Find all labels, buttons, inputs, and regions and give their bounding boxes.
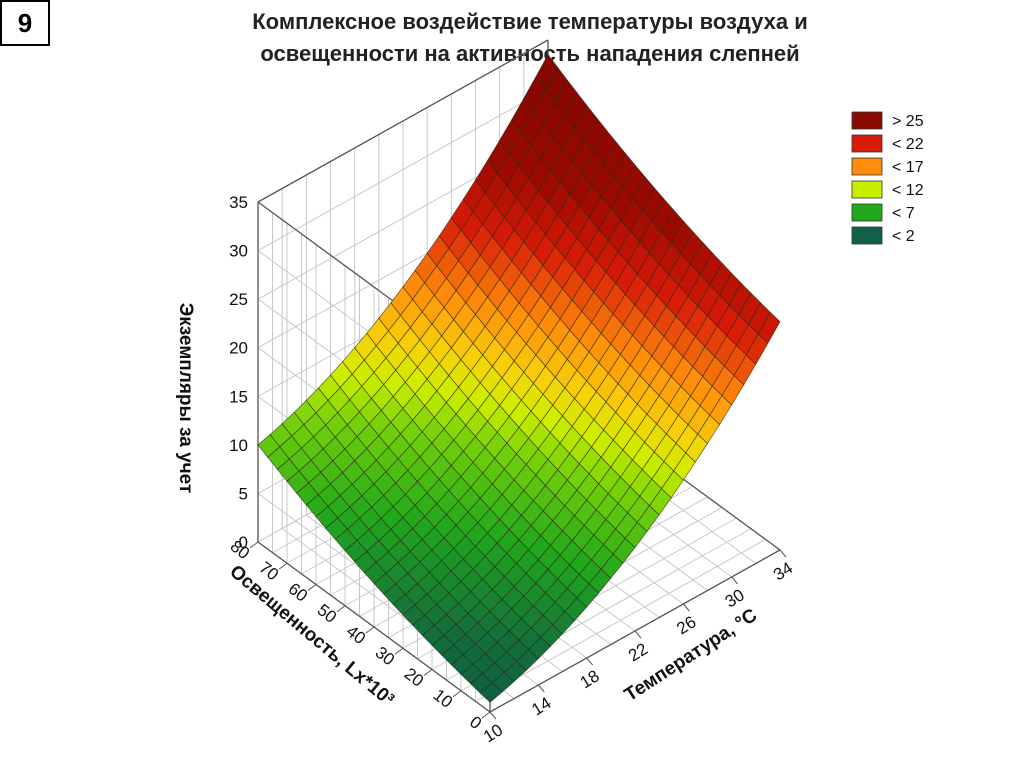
y-tick-label: 30: [372, 643, 399, 670]
y-tick-label: 50: [314, 600, 341, 627]
x-tick-label: 22: [625, 639, 651, 665]
legend-label: < 2: [892, 228, 915, 245]
z-tick-label: 15: [229, 387, 248, 406]
legend-swatch: [851, 134, 883, 153]
x-tick-label: 18: [577, 666, 603, 692]
z-tick-label: 25: [229, 290, 248, 309]
y-tick-label: 40: [343, 622, 370, 649]
y-tick-label: 10: [430, 685, 457, 712]
legend-label: < 12: [892, 182, 924, 199]
x-tick-label: 26: [673, 612, 699, 638]
legend-label: < 7: [892, 205, 915, 222]
page-title: Комплексное воздействие температуры возд…: [150, 6, 910, 70]
z-tick-label: 0: [239, 533, 248, 552]
legend-swatch: [851, 226, 883, 245]
y-tick-label: 20: [401, 664, 428, 691]
legend-label: > 25: [892, 113, 924, 130]
z-axis-label: Экземпляры за учет: [175, 303, 196, 494]
surface-cell: [757, 311, 781, 344]
slide-number: 9: [0, 0, 50, 46]
legend-swatch: [851, 180, 883, 199]
title-line-2: освещенности на активность нападения сле…: [260, 41, 800, 66]
x-tick-label: 14: [528, 693, 554, 719]
y-tick-label: 80: [227, 537, 254, 564]
legend-swatch: [851, 157, 883, 176]
y-axis-label: Освещенность, Lx*10³: [225, 561, 397, 710]
legend-label: < 22: [892, 136, 924, 153]
z-tick-label: 20: [229, 339, 248, 358]
title-line-1: Комплексное воздействие температуры возд…: [252, 9, 808, 34]
legend-label: < 17: [892, 159, 924, 176]
z-tick-label: 35: [229, 193, 248, 212]
z-tick-label: 5: [239, 484, 248, 503]
x-tick-label: 10: [480, 720, 506, 746]
legend: > 25 < 22 < 17 < 12 < 7 < 2: [851, 111, 924, 245]
legend-swatch: [851, 203, 883, 222]
z-tick-label: 30: [229, 242, 248, 261]
response-surface: [257, 53, 781, 703]
x-tick-label: 34: [770, 558, 796, 584]
z-tick-label: 10: [229, 436, 248, 455]
legend-swatch: [851, 111, 883, 130]
